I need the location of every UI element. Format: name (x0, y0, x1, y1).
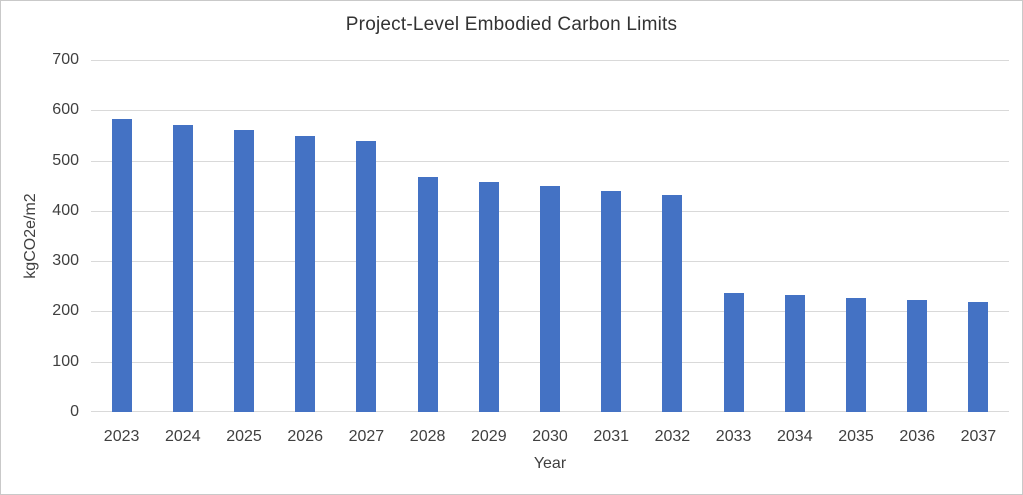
gridline (91, 110, 1009, 111)
y-tick-label: 0 (70, 403, 79, 420)
bar-2032 (662, 195, 683, 412)
x-tick-label: 2031 (593, 428, 629, 445)
bar-2025 (234, 130, 254, 412)
x-tick-label: 2032 (654, 428, 691, 445)
y-tick-label: 600 (52, 101, 79, 119)
x-tick-label: 2028 (409, 428, 446, 445)
x-tick-label: 2036 (899, 428, 935, 445)
x-tick-label: 2023 (103, 428, 140, 445)
x-tick-label: 2033 (715, 428, 752, 445)
bar-2026 (295, 135, 316, 412)
chart-title: Project-Level Embodied Carbon Limits (345, 14, 678, 35)
x-tick-label: 2024 (165, 428, 201, 445)
x-tick-label: 2027 (348, 428, 385, 445)
bar-2034 (784, 295, 805, 412)
bar-2028 (417, 177, 438, 412)
plot-area (91, 60, 1009, 412)
y-tick-label: 200 (52, 302, 79, 320)
y-tick-label: 500 (52, 151, 79, 169)
bar-2027 (356, 141, 377, 412)
gridline (91, 60, 1009, 61)
gridline (91, 161, 1009, 162)
bar-2024 (172, 124, 193, 412)
bar-2029 (478, 182, 499, 412)
x-tick-label: 2029 (471, 428, 507, 445)
y-tick-label: 300 (52, 252, 79, 270)
bar-2031 (601, 190, 622, 412)
bar-2035 (846, 297, 866, 412)
x-tick-label: 2026 (287, 428, 323, 445)
x-tick-label: 2030 (532, 428, 568, 445)
x-tick-label: 2037 (960, 428, 997, 445)
y-tick-label: 100 (52, 352, 79, 370)
bar-2023 (111, 118, 132, 412)
bar-2037 (968, 302, 989, 412)
x-tick-label: 2025 (226, 428, 262, 445)
x-tick-label: 2034 (777, 428, 813, 445)
x-axis-title: Year (533, 455, 567, 472)
bar-2030 (540, 186, 560, 412)
bar-2033 (723, 292, 744, 412)
bar-2036 (907, 300, 928, 412)
y-tick-label: 400 (52, 201, 79, 219)
x-tick-label: 2035 (838, 428, 874, 445)
y-tick-label: 700 (52, 51, 79, 68)
